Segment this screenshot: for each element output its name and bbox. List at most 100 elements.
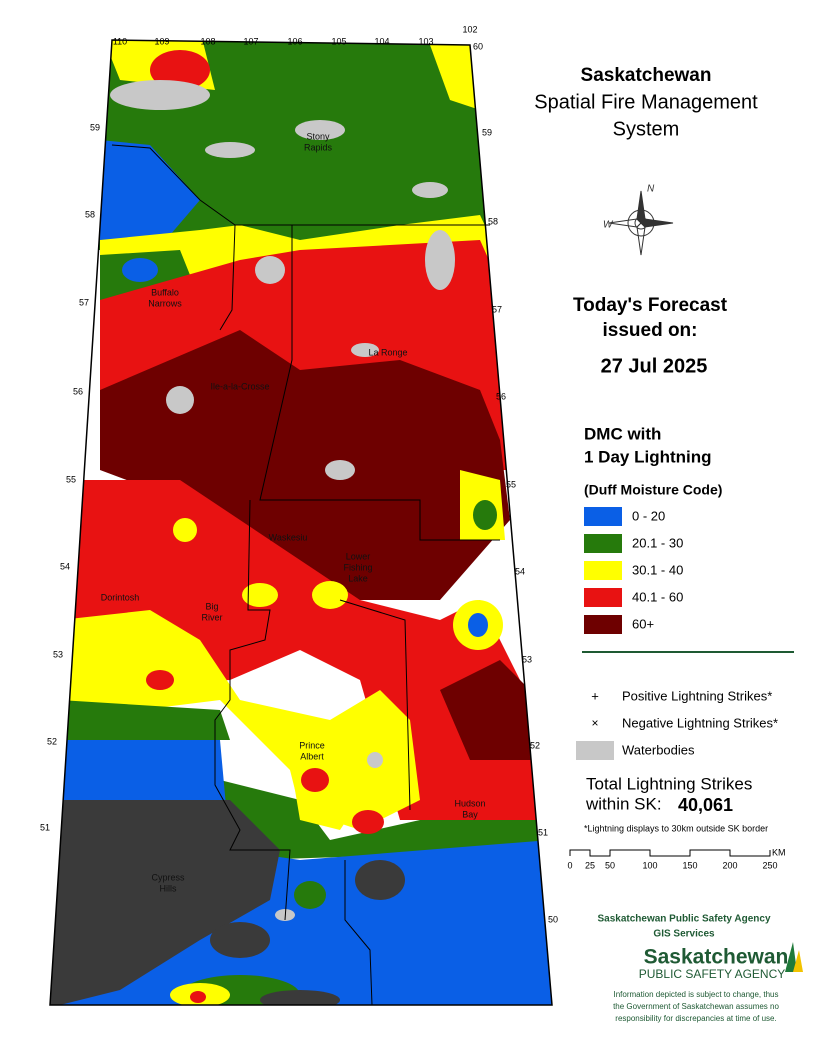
longitude-label: 107: [243, 36, 258, 46]
zone: [220, 780, 550, 860]
legend-label: 0 - 20: [632, 508, 665, 523]
place-label: Prince: [299, 740, 325, 750]
zone: [255, 256, 285, 284]
place-label: Bay: [462, 809, 478, 819]
place-label: Lower: [346, 551, 371, 561]
longitude-label: 106: [287, 36, 302, 46]
scale-label: 0: [567, 860, 572, 870]
latitude-label: 57: [492, 304, 502, 314]
latitude-label: 56: [73, 386, 83, 396]
place-label: Cypress: [151, 872, 185, 882]
scale-bar: [569, 849, 771, 857]
logo-text: Saskatchewan: [644, 946, 789, 969]
agency-name: GIS Services: [653, 929, 715, 940]
latitude-label: 55: [66, 474, 76, 484]
place-label: Hudson: [454, 798, 485, 808]
zone: [412, 182, 448, 198]
title: Saskatchewan: [581, 65, 712, 86]
zone: [50, 800, 280, 1005]
place-label: Stony: [306, 131, 330, 141]
latitude-label: 55: [506, 479, 516, 489]
zone: [260, 990, 340, 1005]
zone: [60, 700, 230, 740]
disclaimer: Information depicted is subject to chang…: [614, 990, 779, 999]
zone: [190, 991, 206, 1003]
legend-label: 20.1 - 30: [632, 535, 683, 550]
zone: [166, 386, 194, 414]
zone: [150, 50, 210, 90]
longitude-label: 103: [418, 36, 433, 46]
scale-label: 150: [682, 860, 697, 870]
compass-w: W: [603, 220, 614, 231]
place-label: Fishing: [343, 562, 372, 572]
place-label: La Ronge: [368, 347, 407, 357]
province-border: [49, 39, 553, 1006]
legend-swatch: [584, 588, 622, 607]
legend-title: 1 Day Lightning: [584, 447, 712, 466]
zone: [173, 518, 197, 542]
legend-subtitle: (Duff Moisture Code): [584, 482, 722, 498]
zone: [351, 343, 379, 357]
compass-n: N: [647, 184, 655, 195]
zone: [110, 80, 210, 110]
place-label: Waskesiu: [269, 532, 308, 542]
latitude-label: 60: [473, 41, 483, 51]
zone: [295, 120, 345, 140]
zone: [210, 922, 270, 958]
district-lines: [111, 144, 500, 1006]
symbol-marker: ×: [591, 716, 598, 730]
scale-label: 25: [585, 860, 595, 870]
legend-label: 40.1 - 60: [632, 589, 683, 604]
north-arrow: N W: [603, 184, 674, 256]
legend-title: DMC with: [584, 424, 661, 443]
dmc-zones: [50, 40, 552, 1005]
latitude-label: 51: [40, 822, 50, 832]
legend-swatch: [584, 561, 622, 580]
legend-swatch: [584, 534, 622, 553]
disclaimer: responsibility for discrepancies at time…: [615, 1014, 776, 1023]
total-label: Total Lightning Strikes: [586, 774, 752, 793]
scale-label: 50: [605, 860, 615, 870]
latitude-label: 54: [60, 561, 70, 571]
place-label: Lake: [348, 573, 368, 583]
legend-label: 60+: [632, 616, 654, 631]
note: *Lightning displays to 30km outside SK b…: [584, 823, 768, 833]
zone: [146, 670, 174, 690]
scale-unit: KM: [772, 847, 786, 857]
subtitle: System: [613, 118, 680, 140]
place-label: River: [201, 612, 222, 622]
symbol-label: Waterbodies: [622, 742, 695, 757]
latitude-label: 50: [548, 914, 558, 924]
latitude-label: 52: [530, 740, 540, 750]
zone: [100, 330, 510, 600]
latitude-label: 58: [85, 209, 95, 219]
place-label: Albert: [300, 751, 324, 761]
longitude-label: 109: [154, 36, 169, 46]
place-label: Ile-a-la-Crosse: [210, 381, 269, 391]
place-label: Dorintosh: [101, 592, 140, 602]
zone: [325, 460, 355, 480]
zone: [100, 140, 200, 240]
zone: [312, 581, 348, 609]
zone: [355, 860, 405, 900]
subtitle: Spatial Fire Management: [534, 91, 758, 113]
zone: [60, 480, 545, 820]
zone: [473, 500, 497, 530]
longitude-label: 104: [374, 36, 389, 46]
legend-swatch: [584, 507, 622, 526]
symbol-label: Positive Lightning Strikes*: [622, 688, 772, 703]
zone: [242, 583, 278, 607]
zone: [294, 881, 326, 909]
longitude-label: 108: [200, 36, 215, 46]
place-label: Buffalo: [151, 287, 179, 297]
latitude-label: 52: [47, 736, 57, 746]
latitude-label: 58: [488, 216, 498, 226]
symbol-label: Negative Lightning Strikes*: [622, 715, 778, 730]
legend-label: 30.1 - 40: [632, 562, 683, 577]
latitude-label: 54: [515, 566, 525, 576]
place-label: Hills: [160, 883, 177, 893]
symbol-marker: +: [591, 688, 599, 703]
total-label: within SK:: [585, 794, 662, 813]
